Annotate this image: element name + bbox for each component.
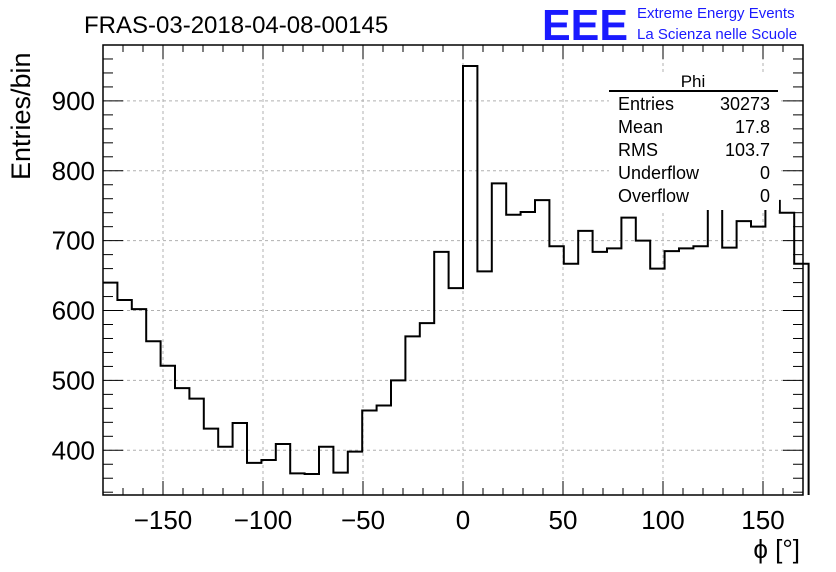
y-tick-label: 900: [52, 86, 95, 116]
run-title: FRAS-03-2018-04-08-00145: [84, 12, 388, 39]
histogram-outline: [103, 64, 810, 495]
y-axis-label: Entries/bin: [6, 52, 36, 180]
x-tick-label: 0: [456, 505, 470, 535]
grid-lines: [103, 45, 803, 495]
eee-logo: EEE: [542, 1, 628, 50]
stats-row-label: Mean: [618, 117, 663, 137]
stats-box: Phi Entries 30273 Mean 17.8 RMS 103.7 Underflo…: [609, 72, 779, 210]
histogram-series: [103, 64, 810, 495]
stats-title: Phi: [681, 72, 706, 91]
plot-frame: [102, 44, 804, 496]
stats-row-value: 30273: [720, 94, 770, 114]
stats-row-value: 0: [760, 163, 770, 183]
stats-row-label: Overflow: [618, 186, 690, 206]
x-tick-label: 150: [741, 505, 784, 535]
stats-row-label: RMS: [618, 140, 658, 160]
logo-subtitle-line2: La Scienza nelle Scuole: [637, 26, 797, 43]
x-axis-label: ϕ [°]: [753, 534, 800, 564]
y-tick-label: 500: [52, 365, 95, 395]
stats-row-label: Underflow: [618, 163, 700, 183]
stats-row-value: 103.7: [725, 140, 770, 160]
y-tick-label: 600: [52, 296, 95, 326]
y-tick-label: 400: [52, 435, 95, 465]
stats-rows: Entries 30273 Mean 17.8 RMS 103.7 Underflow 0 Ov…: [618, 94, 770, 206]
y-tick-label: 800: [52, 156, 95, 186]
logo-subtitle-line1: Extreme Energy Events: [637, 5, 795, 22]
x-tick-label: 100: [641, 505, 684, 535]
x-tick-label: −100: [234, 505, 293, 535]
axis-tick-labels: −150 −100 −50 0 50 100 150 400 500 600 700 800 900: [52, 86, 785, 535]
x-tick-label: −150: [134, 505, 193, 535]
x-tick-label: 50: [549, 505, 578, 535]
stats-box-background: [609, 75, 779, 210]
y-tick-label: 700: [52, 226, 95, 256]
x-tick-label: −50: [341, 505, 385, 535]
stats-row-value: 17.8: [735, 117, 770, 137]
axis-ticks: [102, 44, 804, 495]
stats-row-label: Entries: [618, 94, 674, 114]
stats-row-value: 0: [760, 186, 770, 206]
